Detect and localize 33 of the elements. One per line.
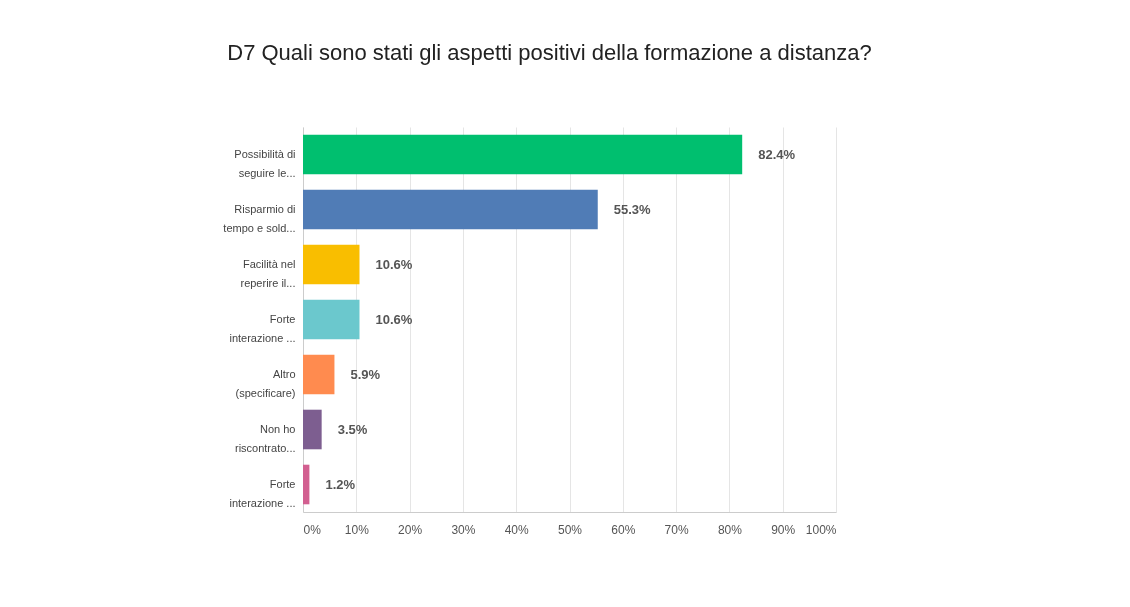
data-label: 10.6% bbox=[375, 256, 413, 272]
x-tick-label: 60% bbox=[611, 522, 636, 537]
bar bbox=[303, 299, 360, 340]
x-tick-label: 20% bbox=[398, 522, 423, 537]
y-tick-label: Forte interazione ... bbox=[229, 477, 296, 509]
chart-title: D7 Quali sono stati gli aspetti positivi della formazione a distanza? bbox=[227, 40, 872, 65]
data-label: 3.5% bbox=[337, 421, 368, 437]
y-tick-label: Forte interazione ... bbox=[229, 312, 296, 344]
bar bbox=[303, 244, 360, 285]
x-tick-label: 80% bbox=[717, 522, 743, 537]
y-tick-label: Facilità nel reperire il... bbox=[240, 257, 296, 289]
y-tick-label: Possibilità di seguire le... bbox=[234, 147, 296, 179]
x-tick-label: 90% bbox=[771, 522, 796, 537]
data-label: 10.6% bbox=[375, 311, 413, 327]
y-tick-label: Non ho riscontrato... bbox=[234, 422, 296, 454]
x-tick-label: 10% bbox=[344, 522, 370, 537]
bar bbox=[303, 464, 310, 505]
bar bbox=[303, 354, 335, 395]
data-label: 82.4% bbox=[758, 146, 796, 162]
bar bbox=[303, 409, 322, 450]
bar bbox=[303, 189, 598, 230]
x-tick-label: 0% bbox=[303, 522, 322, 537]
y-tick-label: Risparmio di tempo e sold... bbox=[223, 202, 296, 234]
y-tick-label: Altro (specificare) bbox=[235, 367, 296, 399]
x-tick-label: 70% bbox=[664, 522, 689, 537]
bar bbox=[303, 134, 743, 175]
data-label: 55.3% bbox=[613, 201, 652, 217]
data-label: 1.2% bbox=[325, 476, 356, 492]
x-tick-label: 40% bbox=[504, 522, 530, 537]
x-tick-label: 100% bbox=[805, 522, 837, 537]
data-label: 5.9% bbox=[350, 366, 381, 382]
x-tick-label: 50% bbox=[557, 522, 583, 537]
x-tick-label: 30% bbox=[451, 522, 476, 537]
